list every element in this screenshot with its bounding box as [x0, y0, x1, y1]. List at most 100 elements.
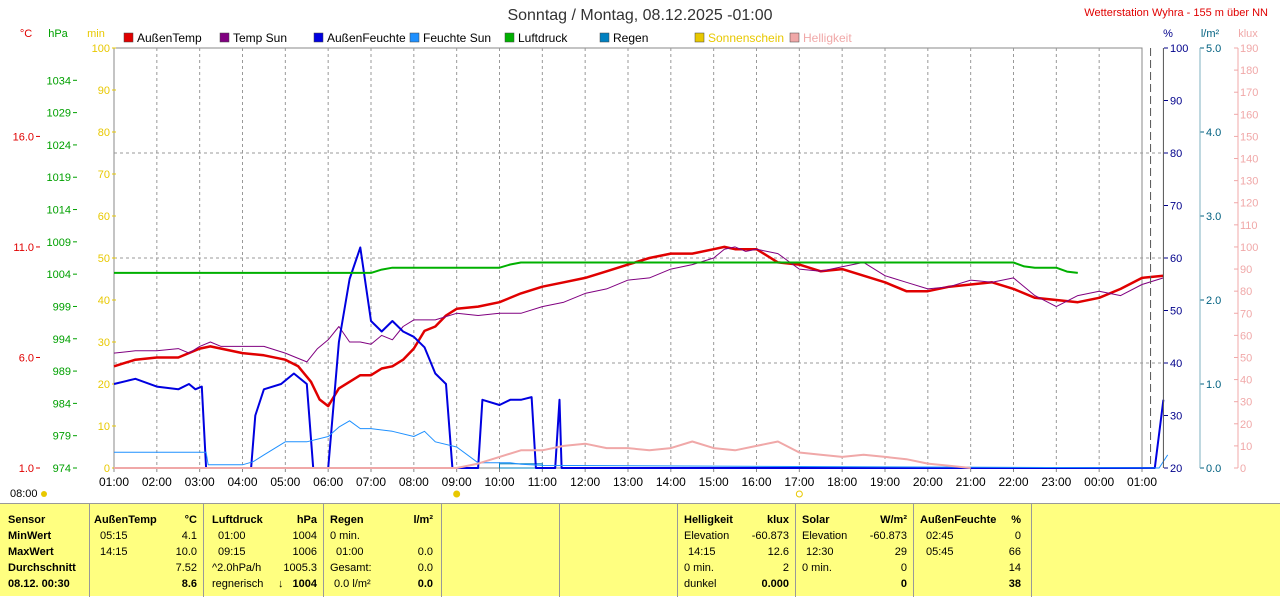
pressure-axis-tick-label: 989: [53, 366, 71, 378]
temp-current-value: 8.6: [181, 578, 197, 590]
humidity-axis-tick-label: 20: [1170, 463, 1182, 475]
weather-chart: Sonntag / Montag, 08.12.2025 -01:00 Wett…: [10, 7, 1268, 500]
light-axis-tick-label: 90: [1240, 264, 1252, 276]
light-axis-tick-label: 120: [1240, 198, 1258, 210]
pressure-forecast: regnerisch: [212, 578, 264, 590]
x-axis-tick-label: 07:00: [356, 475, 386, 489]
legend-label: Helligkeit: [803, 31, 852, 45]
legend-label: AußenTemp: [137, 31, 202, 45]
humidity-current-value: 38: [1008, 578, 1021, 590]
pressure-axis-tick-label: 984: [53, 398, 71, 410]
humidity-axis-tick-label: 50: [1170, 306, 1182, 318]
legend-swatch: [504, 32, 515, 43]
legend-label: AußenFeuchte: [327, 31, 406, 45]
sun-axis-tick-label: 20: [98, 379, 110, 391]
light-axis-tick-label: 50: [1240, 352, 1252, 364]
humidity-min-time: 02:45: [926, 530, 954, 542]
left-sun-dot: [41, 491, 47, 497]
light-axis-tick-label: 170: [1240, 87, 1258, 99]
rain-title: Regen: [330, 514, 364, 526]
pressure-axis-tick-label: 979: [53, 431, 71, 443]
solar-elevation-label: Elevation: [802, 530, 848, 542]
humidity-axis-tick-label: 80: [1170, 148, 1182, 160]
light-unit: klux: [766, 514, 789, 526]
light-axis-tick-label: 110: [1240, 220, 1258, 232]
sensor-row-min: MinWert: [8, 530, 52, 542]
pressure-axis-tick-label: 1014: [47, 205, 71, 217]
pressure-trend-rate: ^2.0hPa/h: [212, 562, 262, 574]
pressure-axis-tick-label: 994: [53, 334, 71, 346]
x-axis-tick-label: 10:00: [484, 475, 514, 489]
sun-axis-tick-label: 10: [98, 421, 110, 433]
temp-axis-tick-label: 6.0: [19, 352, 34, 364]
chart-series: [113, 48, 1169, 498]
rain-axis-tick-label: 5.0: [1206, 43, 1221, 55]
humidity-unit-label: %: [1163, 28, 1173, 40]
light-axis-tick-label: 10: [1240, 441, 1252, 453]
pressure-axis-tick-label: 1009: [47, 237, 71, 249]
legend-label: Sonnenschein: [708, 31, 784, 45]
x-axis-tick-label: 16:00: [741, 475, 771, 489]
light-axis-tick-label: 160: [1240, 109, 1258, 121]
legend-swatch: [694, 32, 705, 43]
solar-max-time: 12:30: [806, 546, 834, 558]
sun-axis-tick-label: 50: [98, 253, 110, 265]
legend-label: Regen: [613, 31, 648, 45]
x-axis-tick-label: 01:00: [99, 475, 129, 489]
light-axis-tick-label: 100: [1240, 242, 1258, 254]
x-axis-tick-label: 13:00: [613, 475, 643, 489]
summary-panel: Sensor MinWert MaxWert Durchschnitt 08.1…: [0, 503, 1280, 597]
legend-label: Luftdruck: [518, 31, 568, 45]
light-axis-tick-label: 30: [1240, 397, 1252, 409]
x-axis-tick-label: 04:00: [227, 475, 257, 489]
temp-min-time: 05:15: [100, 530, 128, 542]
sun-axis-tick-label: 90: [98, 85, 110, 97]
pressure-axis-tick-label: 974: [53, 463, 71, 475]
x-axis-tick-label: 11:00: [528, 475, 557, 489]
rain-hour-value: 0.0: [417, 546, 433, 558]
sun-axis-tick-label: 60: [98, 211, 110, 223]
panel-empty-2: [560, 504, 678, 597]
x-axis-tick-label: 02:00: [142, 475, 172, 489]
rain-total-label: Gesamt:: [330, 562, 372, 574]
legend-swatch: [599, 32, 610, 43]
pressure-trend-arrow-icon: ↓: [278, 578, 284, 590]
light-title: Helligkeit: [684, 514, 733, 526]
humidity-axis-tick-label: 70: [1170, 201, 1182, 213]
light-current-value: 0.000: [761, 578, 789, 590]
sunset-marker: [795, 490, 803, 498]
panel-pressure: Luftdruck hPa 01:00 1004 09:15 1006 ^2.0…: [204, 504, 324, 597]
pressure-title: Luftdruck: [212, 514, 263, 526]
rain-axis-tick-label: 1.0: [1206, 379, 1221, 391]
panel-humidity: AußenFeuchte % 02:45 0 05:45 66 14 38: [914, 504, 1032, 597]
pressure-min-time: 01:00: [218, 530, 246, 542]
humidity-avg-value: 14: [1008, 562, 1021, 574]
rain-axis-tick-label: 2.0: [1206, 295, 1221, 307]
temp-axis-tick-label: 16.0: [13, 131, 34, 143]
rain-unit: l/m²: [413, 514, 433, 526]
pressure-axis-tick-label: 1034: [47, 75, 71, 87]
station-label: Wetterstation Wyhra - 155 m über NN: [1084, 7, 1268, 19]
x-axis-tick-label: 05:00: [270, 475, 300, 489]
legend-label: Feuchte Sun: [423, 31, 491, 45]
humidity-title: AußenFeuchte: [920, 514, 997, 526]
legend-swatch: [219, 32, 230, 43]
pressure-axis-tick-label: 999: [53, 301, 71, 313]
pressure-axis-tick-label: 1024: [47, 140, 71, 152]
light-max-time: 14:15: [688, 546, 716, 558]
sensor-row-max: MaxWert: [8, 546, 54, 558]
sensor-row-avg: Durchschnitt: [8, 562, 76, 574]
x-axis-tick-label: 08:00: [399, 475, 429, 489]
pressure-max-time: 09:15: [218, 546, 246, 558]
x-axis-tick-label: 12:00: [570, 475, 600, 489]
panel-rain: Regen l/m² 0 min. 01:00 0.0 Gesamt: 0.0 …: [324, 504, 442, 597]
light-axis-tick-label: 80: [1240, 286, 1252, 298]
humidity-min-value: 0: [1014, 530, 1021, 542]
humidity-max-value: 66: [1008, 546, 1021, 558]
humidity-unit: %: [1011, 514, 1021, 526]
series-line-luftdruck: [114, 261, 1078, 274]
panel-temp: AußenTemp °C 05:15 4.1 14:15 10.0 7.52 8…: [90, 504, 204, 597]
temp-title: AußenTemp: [94, 514, 157, 526]
rain-total-value: 0.0: [417, 562, 433, 574]
legend-swatch: [409, 32, 420, 43]
